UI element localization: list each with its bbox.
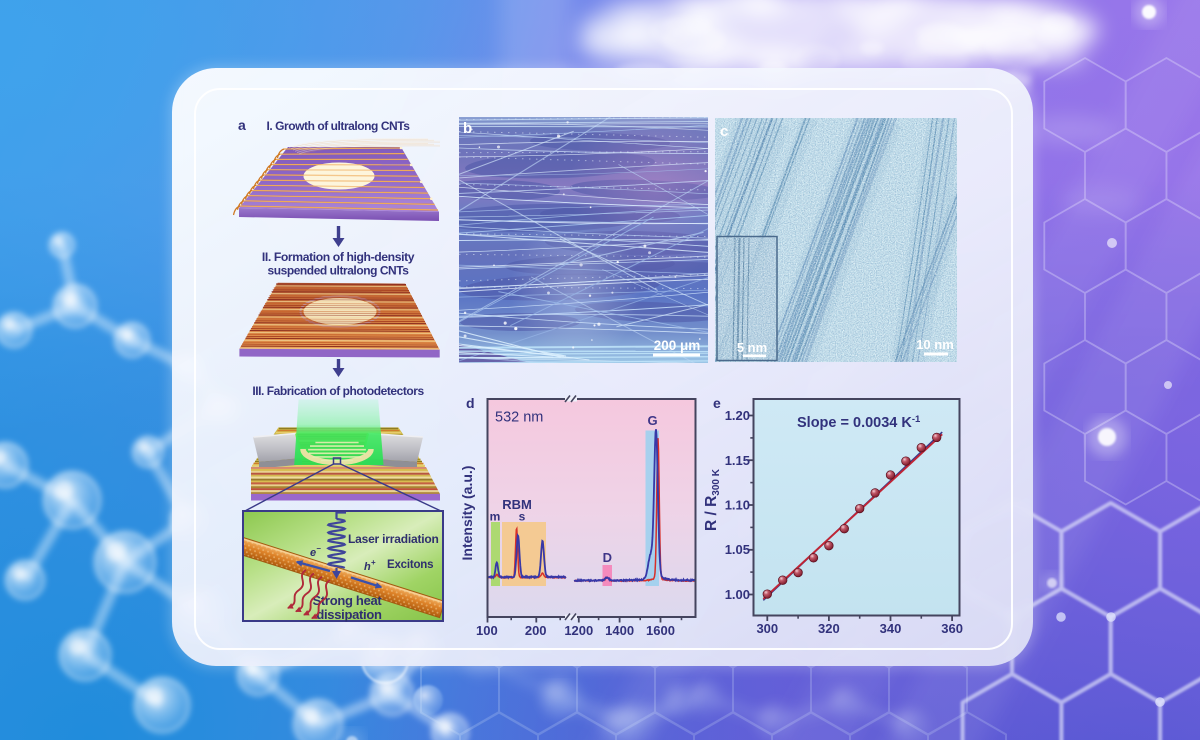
svg-text:1.15: 1.15 — [725, 453, 750, 468]
svg-text:1200: 1200 — [564, 623, 593, 638]
svg-text:1.10: 1.10 — [725, 498, 750, 513]
svg-text:Laser irradiation: Laser irradiation — [348, 532, 439, 546]
svg-text:1.20: 1.20 — [725, 408, 750, 423]
svg-text:s: s — [519, 510, 526, 524]
svg-text:Excitons: Excitons — [387, 559, 433, 571]
svg-text:320: 320 — [818, 621, 840, 636]
svg-text:h: h — [364, 561, 371, 573]
svg-text:e: e — [310, 547, 316, 559]
svg-text:c: c — [720, 123, 728, 140]
svg-text:m: m — [490, 510, 501, 524]
svg-text:Strong heat: Strong heat — [313, 593, 383, 608]
svg-text:a: a — [238, 117, 246, 133]
svg-text:d: d — [466, 395, 475, 411]
svg-text:1600: 1600 — [646, 623, 675, 638]
svg-text:I. Growth of ultralong CNTs: I. Growth of ultralong CNTs — [267, 119, 411, 133]
svg-text:340: 340 — [880, 621, 902, 636]
svg-text:RBM: RBM — [502, 497, 532, 512]
svg-text:R / R300 K: R / R300 K — [703, 468, 722, 531]
svg-text:1.05: 1.05 — [725, 542, 750, 557]
svg-text:100: 100 — [476, 623, 498, 638]
svg-text:360: 360 — [941, 621, 963, 636]
svg-text:II. Formation of high-density: II. Formation of high-density — [262, 250, 415, 264]
svg-text:10 nm: 10 nm — [916, 337, 954, 352]
svg-text:e: e — [713, 395, 721, 411]
svg-text:5 nm: 5 nm — [737, 340, 767, 355]
svg-text:dissipation: dissipation — [316, 607, 382, 622]
svg-text:Slope = 0.0034 K-1: Slope = 0.0034 K-1 — [797, 414, 921, 431]
svg-text:1.00: 1.00 — [725, 587, 750, 602]
svg-text:Intensity (a.u.): Intensity (a.u.) — [459, 466, 475, 561]
svg-text:III. Fabrication of photodetec: III. Fabrication of photodetectors — [252, 384, 424, 398]
svg-text:G: G — [648, 413, 658, 428]
svg-text:D: D — [603, 550, 612, 565]
svg-text:532 nm: 532 nm — [495, 410, 543, 426]
svg-text:200 μm: 200 μm — [654, 338, 701, 353]
svg-text:200: 200 — [525, 623, 547, 638]
svg-text:1400: 1400 — [605, 623, 634, 638]
svg-text:300: 300 — [756, 621, 778, 636]
svg-text:suspended ultralong CNTs: suspended ultralong CNTs — [268, 264, 410, 278]
svg-text:b: b — [463, 120, 472, 137]
svg-text:+: + — [371, 558, 376, 567]
svg-text:–: – — [317, 544, 322, 553]
